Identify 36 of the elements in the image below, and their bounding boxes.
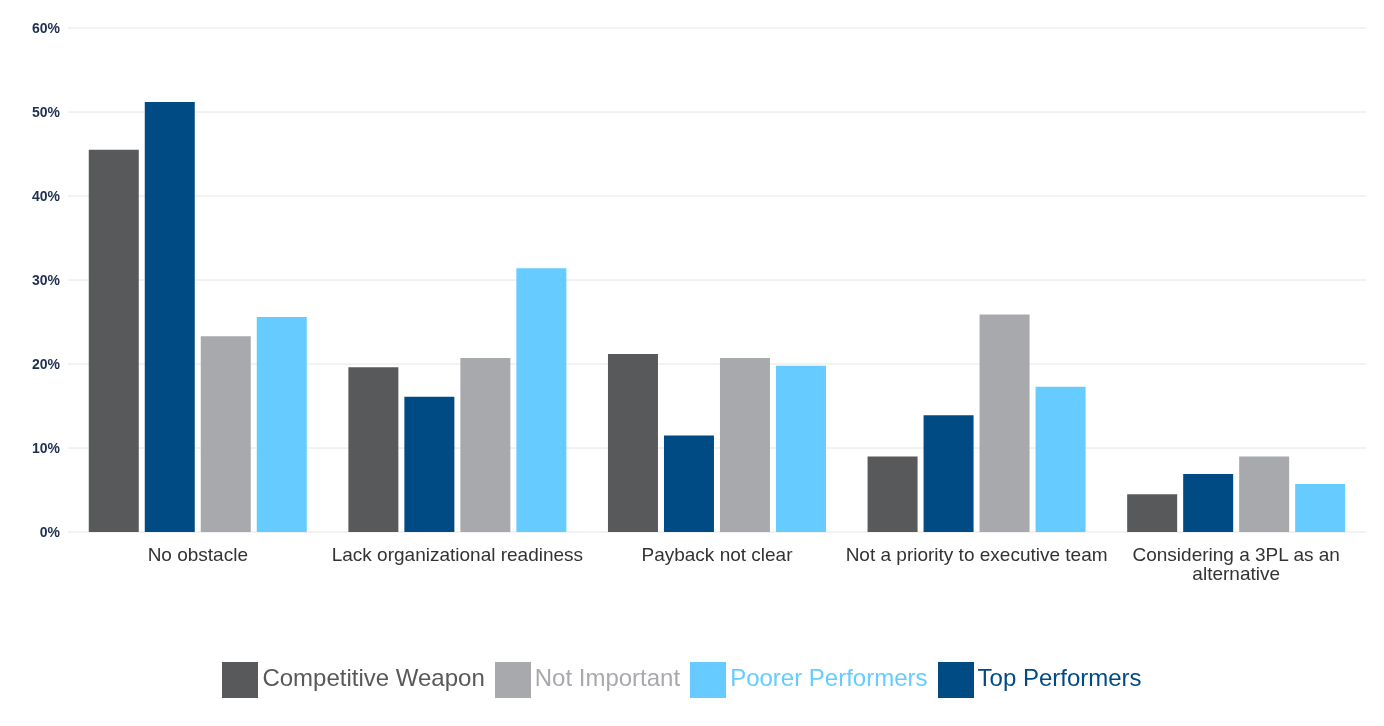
bar [200,336,251,532]
bar [1183,474,1234,532]
bar [516,268,567,532]
y-tick-label: 10% [31,439,61,456]
bar [460,358,511,532]
bar [348,367,399,532]
bar [979,314,1030,532]
bar [607,353,658,532]
legend-label: Not Important [534,664,681,692]
y-tick-label: 40% [31,187,61,204]
bar [1127,494,1178,532]
bar [775,365,826,532]
bar [1295,484,1346,532]
bar [867,456,918,532]
legend-label: Competitive Weapon [262,664,485,692]
y-tick-label: 0% [39,523,61,540]
y-tick-label: 50% [31,103,61,120]
x-tick-label: Lack organizational readiness [331,544,584,566]
bar [144,101,195,532]
x-tick-label: No obstacle [147,544,248,566]
x-tick-label: Payback not clear [641,544,794,566]
bar [256,316,307,532]
x-tick-label: Considering a 3PL as an alternative [1132,544,1340,585]
bar [663,435,714,532]
legend-label: Poorer Performers [730,664,928,692]
y-tick-label: 30% [31,271,61,288]
bar [719,358,770,532]
bar [1239,456,1290,532]
legend-label: Top Performers [977,664,1142,692]
bar [88,149,139,532]
y-tick-label: 60% [31,19,61,36]
y-tick-label: 20% [31,355,61,372]
x-tick-label: Not a priority to executive team [845,544,1108,566]
bar [1035,386,1086,532]
bar [923,415,974,532]
bar [404,396,455,532]
